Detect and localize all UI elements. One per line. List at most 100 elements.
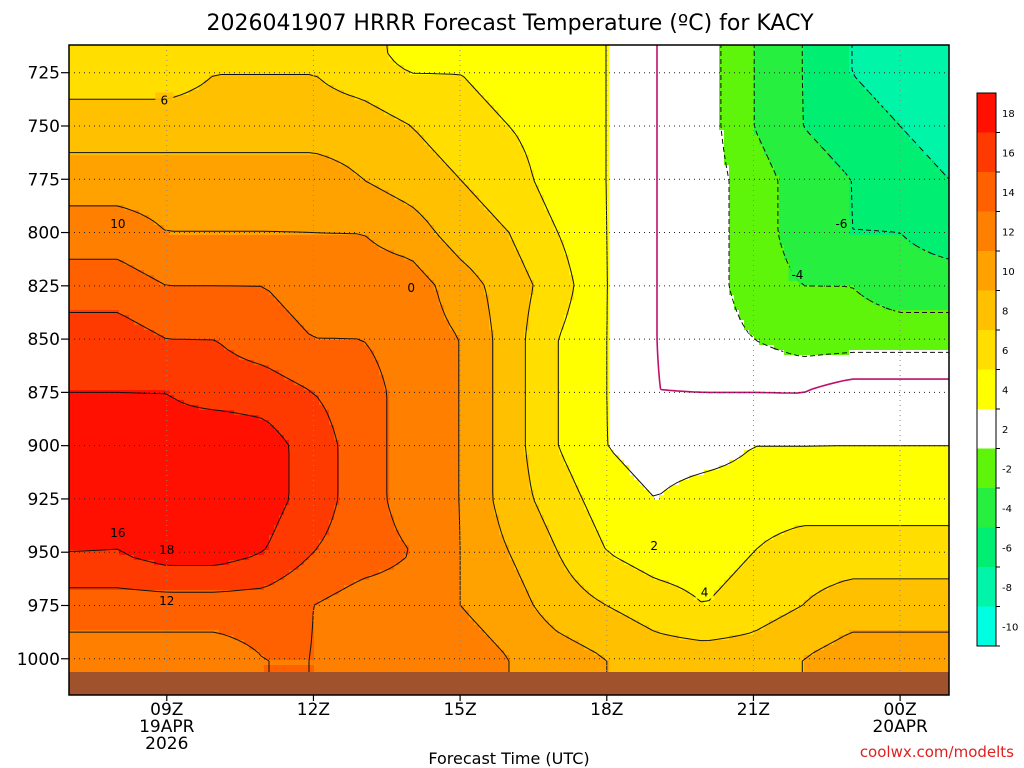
- temperature-cell: [189, 320, 195, 326]
- temperature-cell: [109, 625, 115, 631]
- temperature-cell: [144, 335, 150, 341]
- temperature-cell: [229, 640, 235, 646]
- temperature-cell: [189, 355, 195, 361]
- temperature-cell: [249, 520, 255, 526]
- temperature-cell: [164, 50, 170, 56]
- temperature-cell: [219, 540, 225, 546]
- temperature-cell: [234, 510, 240, 516]
- temperature-cell: [114, 340, 120, 346]
- temperature-cell: [204, 665, 210, 671]
- temperature-cell: [169, 160, 175, 166]
- temperature-cell: [234, 420, 240, 426]
- temperature-cell: [69, 365, 75, 371]
- temperature-cell: [244, 60, 250, 66]
- temperature-cell: [209, 545, 215, 551]
- temperature-cell: [239, 655, 245, 661]
- temperature-cell: [249, 265, 255, 271]
- temperature-cell: [199, 400, 205, 406]
- temperature-cell: [224, 180, 230, 186]
- temperature-cell: [174, 380, 180, 386]
- temperature-cell: [229, 185, 235, 191]
- temperature-cell: [199, 175, 205, 181]
- temperature-cell: [159, 500, 165, 506]
- temperature-cell: [199, 515, 205, 521]
- temperature-cell: [184, 665, 190, 671]
- temperature-cell: [134, 365, 140, 371]
- temperature-cell: [134, 125, 140, 131]
- temperature-cell: [194, 485, 200, 491]
- temperature-cell: [74, 215, 80, 221]
- temperature-cell: [139, 45, 145, 51]
- temperature-cell: [144, 260, 150, 266]
- temperature-cell: [239, 265, 245, 271]
- temperature-cell: [234, 65, 240, 71]
- temperature-cell: [109, 575, 115, 581]
- temperature-cell: [179, 250, 185, 256]
- temperature-cell: [69, 270, 75, 276]
- temperature-cell: [94, 505, 100, 511]
- temperature-cell: [204, 640, 210, 646]
- temperature-cell: [174, 270, 180, 276]
- temperature-cell: [94, 70, 100, 76]
- temperature-cell: [224, 105, 230, 111]
- temperature-cell: [244, 235, 250, 241]
- temperature-cell: [214, 115, 220, 121]
- temperature-cell: [234, 285, 240, 291]
- temperature-cell: [244, 365, 250, 371]
- temperature-cell: [89, 610, 95, 616]
- temperature-cell: [164, 410, 170, 416]
- temperature-cell: [214, 45, 220, 51]
- temperature-cell: [194, 60, 200, 66]
- temperature-cell: [129, 145, 135, 151]
- temperature-cell: [124, 425, 130, 431]
- temperature-cell: [109, 370, 115, 376]
- temperature-cell: [194, 225, 200, 231]
- temperature-cell: [189, 105, 195, 111]
- temperature-cell: [254, 55, 260, 61]
- temperature-cell: [114, 280, 120, 286]
- temperature-cell: [144, 320, 150, 326]
- temperature-cell: [89, 115, 95, 121]
- temperature-cell: [69, 495, 75, 501]
- temperature-cell: [144, 535, 150, 541]
- temperature-cell: [169, 535, 175, 541]
- temperature-cell: [169, 445, 175, 451]
- temperature-cell: [104, 430, 110, 436]
- temperature-cell: [189, 645, 195, 651]
- temperature-cell: [164, 140, 170, 146]
- temperature-cell: [199, 105, 205, 111]
- temperature-cell: [234, 385, 240, 391]
- temperature-cell: [234, 315, 240, 321]
- temperature-cell: [169, 225, 175, 231]
- temperature-cell: [224, 315, 230, 321]
- temperature-cell: [214, 90, 220, 96]
- temperature-cell: [209, 95, 215, 101]
- temperature-cell: [219, 70, 225, 76]
- temperature-cell: [184, 275, 190, 281]
- temperature-cell: [209, 65, 215, 71]
- temperature-cell: [124, 440, 130, 446]
- temperature-cell: [99, 475, 105, 481]
- temperature-cell: [219, 265, 225, 271]
- temperature-cell: [114, 200, 120, 206]
- temperature-cell: [214, 475, 220, 481]
- temperature-cell: [194, 115, 200, 121]
- temperature-cell: [229, 495, 235, 501]
- temperature-cell: [254, 215, 260, 221]
- temperature-cell: [169, 75, 175, 81]
- temperature-cell: [149, 315, 155, 321]
- temperature-cell: [179, 160, 185, 166]
- temperature-cell: [179, 495, 185, 501]
- temperature-cell: [244, 630, 250, 636]
- temperature-cell: [204, 280, 210, 286]
- temperature-cell: [239, 190, 245, 196]
- temperature-cell: [194, 405, 200, 411]
- temperature-cell: [204, 390, 210, 396]
- temperature-cell: [154, 600, 160, 606]
- temperature-cell: [169, 80, 175, 86]
- temperature-cell: [259, 140, 265, 146]
- temperature-cell: [194, 270, 200, 276]
- temperature-cell: [89, 535, 95, 541]
- temperature-cell: [234, 620, 240, 626]
- temperature-cell: [109, 580, 115, 586]
